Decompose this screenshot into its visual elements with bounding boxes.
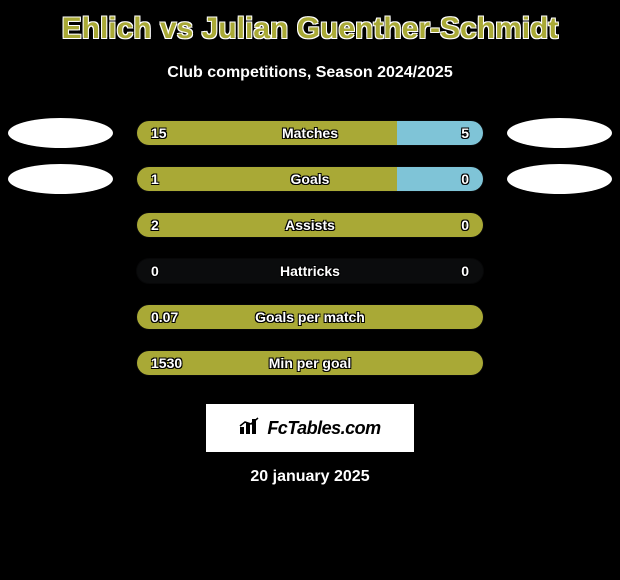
player-right-ellipse [507, 164, 612, 194]
stat-bar: 155Matches [136, 120, 484, 146]
stat-right-value: 0 [461, 259, 469, 283]
stat-bar: 0 0Hattricks [136, 258, 484, 284]
stat-rows: 155Matches 10Goals 20Assists 0 0Hattricks 0.0… [0, 110, 620, 386]
player-right-ellipse [507, 118, 612, 148]
stat-bar: 20Assists [136, 212, 484, 238]
stat-label: Hattricks [137, 259, 483, 283]
stat-row: 1530Min per goal [0, 340, 620, 386]
chart-icon [239, 417, 261, 440]
stat-bar: 0.07Goals per match [136, 304, 484, 330]
stat-bar: 10Goals [136, 166, 484, 192]
page-title: Ehlich vs Julian Guenther-Schmidt [0, 0, 620, 46]
stat-row: 20Assists [0, 202, 620, 248]
stat-bar-left-segment [137, 305, 483, 329]
stat-row: 0.07Goals per match [0, 294, 620, 340]
stat-bar-left-segment [137, 213, 483, 237]
stat-bar-left-segment [137, 121, 397, 145]
stat-bar: 1530Min per goal [136, 350, 484, 376]
infographic-root: Ehlich vs Julian Guenther-Schmidt Club c… [0, 0, 620, 580]
stat-row: 0 0Hattricks [0, 248, 620, 294]
stat-bar-left-segment [137, 351, 483, 375]
player-left-ellipse [8, 118, 113, 148]
stat-bar-right-segment [397, 167, 484, 191]
player-left-ellipse [8, 164, 113, 194]
subtitle: Club competitions, Season 2024/2025 [0, 64, 620, 82]
stat-row: 10Goals [0, 156, 620, 202]
stat-bar-right-segment [397, 121, 484, 145]
stat-row: 155Matches [0, 110, 620, 156]
footer-date: 20 january 2025 [0, 468, 620, 486]
brand-badge: FcTables.com [206, 404, 414, 452]
stat-left-value: 0 [151, 259, 159, 283]
brand-text: FcTables.com [267, 418, 380, 439]
stat-bar-left-segment [137, 167, 397, 191]
